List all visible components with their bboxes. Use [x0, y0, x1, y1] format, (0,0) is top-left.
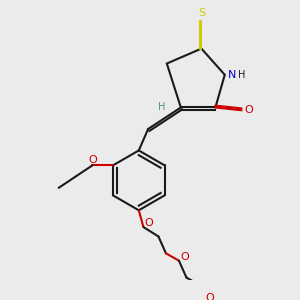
Text: O: O: [145, 218, 153, 228]
Text: O: O: [88, 155, 97, 165]
Text: O: O: [206, 293, 214, 300]
Text: H: H: [238, 70, 245, 80]
Text: O: O: [180, 252, 189, 262]
Text: S: S: [198, 8, 205, 18]
Text: O: O: [245, 105, 254, 115]
Text: H: H: [158, 103, 165, 112]
Text: N: N: [228, 70, 236, 80]
